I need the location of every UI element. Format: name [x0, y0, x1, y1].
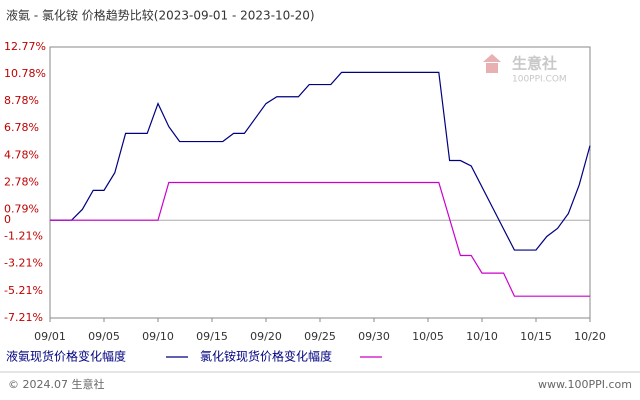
watermark-text: 生意社: [512, 55, 557, 73]
x-tick-label: 10/20: [574, 330, 606, 343]
y-tick-label: 6.78%: [4, 121, 39, 134]
y-tick-label: 0: [4, 213, 11, 226]
y-tick-label: 2.78%: [4, 176, 39, 189]
y-tick-label: -7.21%: [4, 311, 43, 324]
legend-label: 氯化铵现货价格变化幅度: [200, 349, 332, 364]
x-tick-label: 09/15: [196, 330, 228, 343]
watermark-logo: [483, 54, 501, 73]
footer-left: © 2024.07 生意社: [8, 377, 104, 391]
y-tick-label: 0.79%: [4, 202, 39, 215]
x-tick-label: 09/25: [304, 330, 336, 343]
x-tick-label: 10/15: [520, 330, 552, 343]
x-tick-label: 09/20: [250, 330, 282, 343]
chart-title: 液氨 - 氯化铵 价格趋势比较(2023-09-01 - 2023-10-20): [6, 8, 315, 23]
y-tick-label: 10.78%: [4, 67, 46, 80]
y-tick-label: 4.78%: [4, 148, 39, 161]
legend-label: 液氨现货价格变化幅度: [6, 349, 126, 364]
footer-right: www.100PPI.com: [538, 378, 632, 391]
y-tick-label: -5.21%: [4, 284, 43, 297]
watermark: 生意社 100PPI.COM: [483, 54, 567, 85]
x-tick-label: 09/05: [88, 330, 120, 343]
x-tick-label: 09/10: [142, 330, 174, 343]
x-tick-label: 09/01: [34, 330, 66, 343]
y-tick-label: 12.77%: [4, 40, 46, 53]
series-line: [50, 181, 590, 297]
watermark-sub: 100PPI.COM: [512, 75, 567, 85]
y-tick-label: -1.21%: [4, 230, 43, 243]
series-line: [50, 71, 591, 251]
x-tick-label: 10/05: [412, 330, 444, 343]
y-tick-label: 8.78%: [4, 94, 39, 107]
x-tick-label: 09/30: [358, 330, 390, 343]
x-tick-label: 10/10: [466, 330, 498, 343]
y-tick-label: -3.21%: [4, 257, 43, 270]
